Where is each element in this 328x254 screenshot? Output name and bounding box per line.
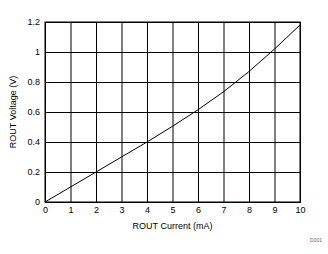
x-tick-label: 1 xyxy=(68,205,73,215)
y-grid-line xyxy=(45,52,300,53)
x-tick-label: 4 xyxy=(145,205,150,215)
x-axis: 0 1 2 3 4 5 6 7 8 9 10 xyxy=(43,22,306,215)
x-axis-title: ROUT Current (mA) xyxy=(133,221,213,231)
x-tick-label: 6 xyxy=(196,205,201,215)
y-grid-line xyxy=(45,82,300,83)
y-tick-label: 1 xyxy=(35,47,40,57)
y-grid-line xyxy=(45,112,300,113)
y-tick: 0.2 xyxy=(27,167,300,177)
y-tick-label: 0.8 xyxy=(27,77,40,87)
y-axis: 0 0.2 0.4 0.6 0.8 1 1.2 xyxy=(27,17,300,207)
annotation: D001 xyxy=(310,237,322,243)
y-axis-title: ROUT Voltage (V) xyxy=(8,76,18,148)
y-grid-line xyxy=(45,172,300,173)
y-axis-line xyxy=(46,23,301,203)
y-tick-label: 0.2 xyxy=(27,167,40,177)
x-tick: 4 xyxy=(145,22,150,215)
x-tick: 9 xyxy=(272,22,277,215)
x-tick-label: 8 xyxy=(247,205,252,215)
y-tick-label: 0.4 xyxy=(27,137,40,147)
x-tick-label: 9 xyxy=(272,205,277,215)
x-tick-label: 10 xyxy=(295,205,305,215)
plot-area: 0 1 2 3 4 5 6 7 8 9 10 0 0.2 0.4 0.6 0.8 1 1.2 xyxy=(27,17,305,215)
x-tick: 5 xyxy=(170,22,175,215)
data-line xyxy=(45,25,300,202)
y-tick: 0.8 xyxy=(27,77,300,87)
plot-frame xyxy=(45,22,300,202)
x-tick-label: 3 xyxy=(119,205,124,215)
x-tick-label: 7 xyxy=(221,205,226,215)
x-tick-label: 0 xyxy=(43,205,48,215)
y-grid-line xyxy=(45,142,300,143)
x-tick: 6 xyxy=(196,22,201,215)
series-group xyxy=(45,25,300,202)
y-tick: 0.6 xyxy=(27,107,300,117)
x-tick: 8 xyxy=(247,22,252,215)
y-tick: 0.4 xyxy=(27,137,300,147)
y-tick-label: 0 xyxy=(35,197,40,207)
x-tick: 3 xyxy=(119,22,124,215)
x-tick-label: 5 xyxy=(170,205,175,215)
x-tick: 2 xyxy=(94,22,99,215)
y-tick: 1 xyxy=(35,47,300,57)
y-tick-label: 1.2 xyxy=(27,17,40,27)
x-axis-line xyxy=(46,22,301,203)
chart: 0 1 2 3 4 5 6 7 8 9 10 0 0.2 0.4 0.6 0.8 1 1.2 ROUT Curren… xyxy=(0,0,328,254)
y-tick-label: 0.6 xyxy=(27,107,40,117)
x-tick: 7 xyxy=(221,22,226,215)
x-tick-label: 2 xyxy=(94,205,99,215)
